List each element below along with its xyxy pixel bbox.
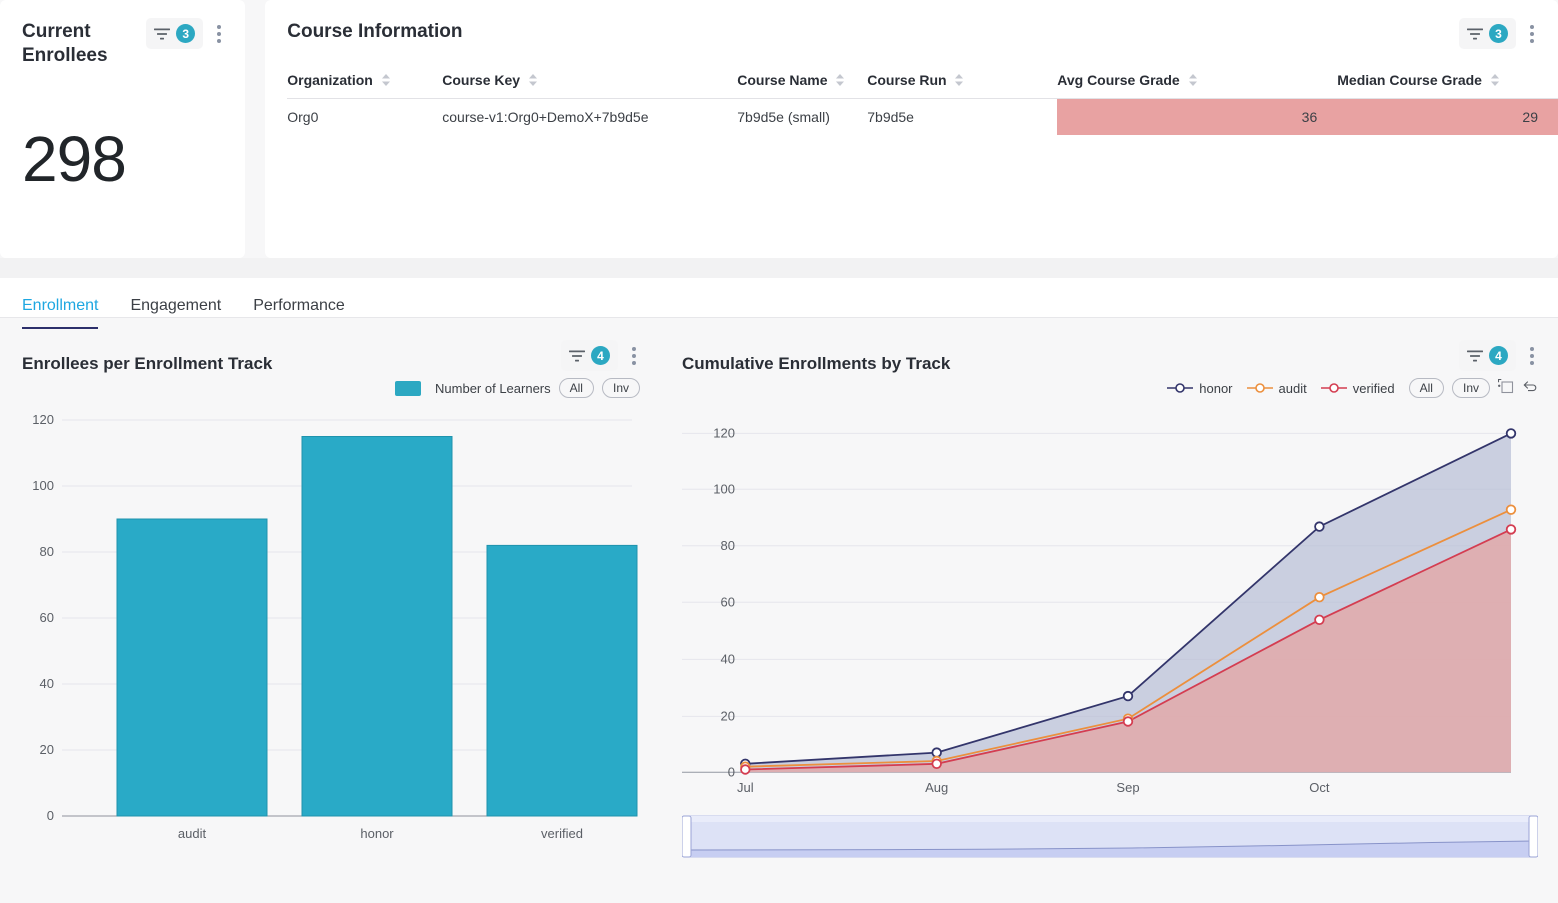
svg-text:100: 100: [32, 478, 54, 493]
svg-text:80: 80: [40, 544, 54, 559]
svg-text:Jul: Jul: [737, 780, 754, 795]
svg-text:60: 60: [40, 610, 54, 625]
svg-text:Oct: Oct: [1309, 780, 1330, 795]
svg-text:Aug: Aug: [925, 780, 948, 795]
svg-text:20: 20: [721, 708, 735, 723]
svg-text:Sep: Sep: [1116, 780, 1139, 795]
svg-text:40: 40: [721, 651, 735, 666]
svg-text:120: 120: [713, 425, 735, 440]
svg-text:40: 40: [40, 676, 54, 691]
svg-text:60: 60: [721, 594, 735, 609]
svg-text:audit: audit: [178, 826, 207, 841]
svg-text:0: 0: [47, 808, 54, 823]
svg-text:0: 0: [728, 764, 735, 779]
svg-text:20: 20: [40, 742, 54, 757]
svg-text:120: 120: [32, 412, 54, 427]
svg-text:100: 100: [713, 481, 735, 496]
svg-text:honor: honor: [360, 826, 394, 841]
svg-text:80: 80: [721, 538, 735, 553]
svg-text:verified: verified: [541, 826, 583, 841]
